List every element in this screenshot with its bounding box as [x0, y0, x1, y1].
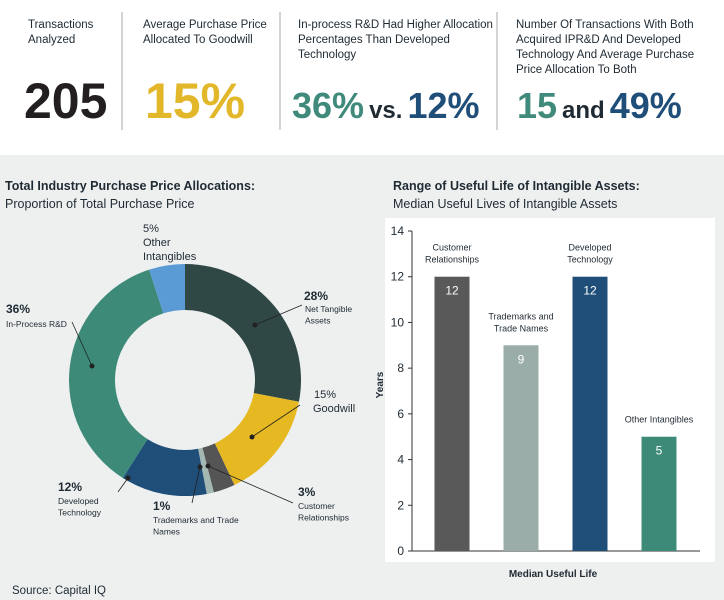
leader-dot: [252, 322, 258, 328]
slice-value-label: 1%: [153, 499, 171, 513]
slice-name-label: Trademarks and Trade Names: [153, 515, 239, 537]
stat-value: 15 and 49%: [517, 85, 682, 126]
slice-value-label: 36%: [6, 302, 30, 316]
pie-subtitle: Proportion of Total Purchase Price: [5, 197, 195, 211]
stat-value-part: 12%: [407, 85, 479, 126]
donut-slice: [149, 264, 185, 314]
donut-slice: [214, 393, 299, 485]
stat-label: In-process R&D Had Higher Allocation Perc…: [298, 19, 493, 61]
slice-name-label: Developed Technology: [58, 496, 102, 518]
header-band: [0, 0, 724, 155]
bar-value-label: 12: [583, 284, 597, 298]
stat-value-part: 36%: [292, 85, 364, 126]
slice-name-label: Goodwill: [313, 403, 355, 415]
bar-category-label: Other Intangibles: [625, 415, 694, 425]
bar-title: Range of Useful Life of Intangible Asset…: [393, 179, 640, 193]
slice-value-label: 15%: [314, 389, 336, 401]
stat-value-part: 49%: [610, 85, 682, 126]
stat-label: Average Purchase Price Allocated To Goodw…: [143, 19, 267, 46]
pie-title: Total Industry Purchase Price Allocation…: [5, 179, 255, 193]
leader-line: [207, 465, 294, 504]
donut-slice: [122, 439, 207, 496]
leader-line: [191, 466, 201, 504]
donut-slice: [198, 447, 214, 494]
leader-line: [251, 404, 301, 438]
bar: [641, 436, 677, 551]
leader-dot: [197, 464, 203, 470]
slice-name-label: Net Tangible Assets: [305, 304, 352, 326]
y-tick-label: 0: [397, 544, 404, 558]
slice-name-label: Other Intangibles: [143, 237, 197, 263]
leader-dot: [125, 475, 131, 481]
stat-value-part: 205: [24, 73, 107, 129]
bar-value-label: 5: [656, 444, 663, 458]
bar-category-label: Trademarks and Trade Names: [488, 311, 553, 333]
stat-value-part: and: [562, 97, 605, 124]
stat-value: 205: [24, 73, 107, 129]
bar: [434, 276, 470, 551]
bar-value-label: 9: [518, 352, 525, 366]
leader-line: [117, 477, 129, 493]
leader-dot: [205, 463, 211, 469]
stat-value-part: 15%: [145, 73, 245, 129]
x-axis-label: Median Useful Life: [509, 569, 598, 580]
leader-dot: [89, 363, 95, 369]
stat-label: Transactions Analyzed: [28, 19, 94, 46]
bar-subtitle: Median Useful Lives of Intangible Assets: [393, 197, 617, 211]
stat-value: 36% vs. 12%: [292, 85, 480, 126]
leader-line: [254, 304, 303, 326]
bar-value-label: 12: [445, 284, 459, 298]
source: Source: Capital IQ: [12, 585, 106, 597]
donut-slice: [185, 264, 302, 402]
slice-name-label: Customer Relationships: [298, 501, 349, 523]
y-tick-label: 14: [391, 224, 405, 238]
bar-category-label: Customer Relationships: [425, 243, 480, 265]
stat-label: Number Of Transactions With Both Acquired…: [516, 19, 694, 76]
y-tick-label: 12: [391, 270, 405, 284]
y-tick-label: 10: [391, 315, 405, 329]
donut-slice: [202, 443, 235, 493]
y-tick-label: 4: [397, 453, 404, 467]
stat-value: 15%: [145, 73, 245, 129]
slice-value-label: 5%: [143, 223, 159, 235]
slice-value-label: 3%: [298, 485, 316, 499]
y-tick-label: 6: [397, 407, 404, 421]
slice-value-label: 12%: [58, 480, 82, 494]
stat-value-part: vs.: [369, 97, 402, 124]
stat-value-part: 15: [517, 85, 557, 126]
bar: [503, 345, 539, 551]
bar: [572, 276, 608, 551]
leader-dot: [249, 434, 255, 440]
slice-value-label: 28%: [304, 289, 328, 303]
y-axis-label: Years: [375, 371, 386, 398]
y-tick-label: 2: [397, 498, 404, 512]
donut-slice: [68, 269, 164, 478]
y-tick-label: 8: [397, 361, 404, 375]
slice-name-label: In-Process R&D: [6, 319, 67, 329]
leader-line: [71, 321, 93, 367]
bar-category-label: Developed Technology: [567, 243, 613, 265]
